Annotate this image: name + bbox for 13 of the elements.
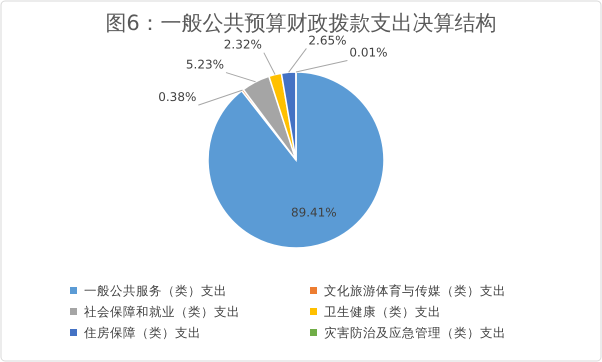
data-label: 2.65% xyxy=(308,33,347,48)
legend-label: 灾害防治及应急管理（类）支出 xyxy=(324,325,506,340)
legend-label: 社会保障和就业（类）支出 xyxy=(84,304,240,319)
legend-label: 文化旅游体育与传媒（类）支出 xyxy=(324,283,506,298)
legend-label: 住房保障（类）支出 xyxy=(83,325,201,340)
data-label: 89.41% xyxy=(290,206,337,220)
legend-label: 卫生健康（类）支出 xyxy=(324,304,441,319)
legend-label: 一般公共服务（类）支出 xyxy=(84,283,227,298)
data-label: 2.32% xyxy=(224,38,262,52)
chart-title: 图6：一般公共预算财政拨款支出决算结构 xyxy=(105,11,497,35)
data-label: 5.23% xyxy=(186,58,224,72)
data-label: 0.38% xyxy=(158,90,196,104)
data-label: 0.01% xyxy=(349,46,388,60)
